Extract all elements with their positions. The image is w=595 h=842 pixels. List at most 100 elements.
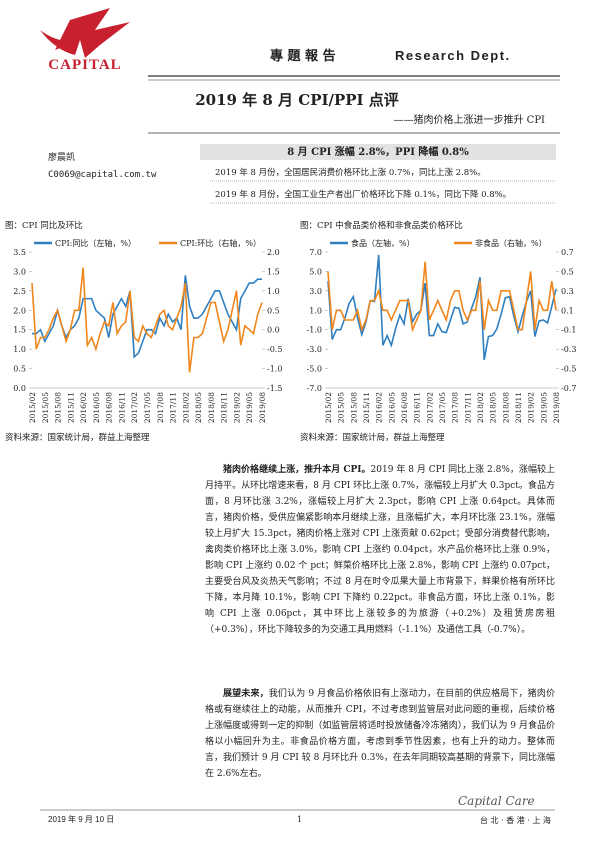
paragraph: 猪肉价格继续上涨，推升本月 CPI。2019 年 8 月 CPI 同比上涨 2.… (205, 462, 555, 638)
y-tick-label: 2.5 (13, 287, 26, 296)
x-tick-label: 2018/08 (501, 392, 510, 423)
x-tick-label: 2018/08 (207, 392, 216, 423)
y-tick-label: 3.5 (13, 248, 26, 257)
y-tick-label: -3.0 (307, 345, 322, 354)
x-tick-label: 2019/02 (527, 392, 536, 423)
x-tick-label: 2016/11 (413, 392, 422, 423)
legend-label: 食品（左轴，%） (351, 238, 415, 248)
y2-tick-label: 0.3 (561, 287, 574, 296)
author: 廖晨凯 (48, 151, 75, 163)
y2-tick-label: -0.5 (267, 345, 282, 354)
y2-tick-label: 2.0 (267, 248, 280, 257)
chart-title: 图：CPI 中食品类价格和非食品类价格环比 (300, 220, 463, 231)
x-tick-label: 2015/05 (41, 392, 50, 423)
x-tick-label: 2016/05 (387, 392, 396, 423)
logo-bird (55, 8, 130, 58)
subtitle: ——猪肉价格上涨进一步推升 CPI (393, 113, 545, 126)
offices: 台 北 · 香 港 · 上 海 (480, 815, 551, 825)
x-tick-label: 2019/02 (232, 392, 241, 423)
series-line (327, 254, 557, 360)
x-tick-label: 2016/08 (105, 392, 114, 423)
x-tick-label: 2015/05 (337, 392, 346, 423)
bullet: 2019 年 8 月份，全国居民消费价格环比上涨 0.7%，同比上涨 2.8%。 (215, 167, 486, 178)
x-tick-label: 2018/02 (181, 392, 190, 423)
y-tick-label: 3.0 (13, 267, 26, 276)
x-tick-label: 2019/08 (258, 392, 267, 423)
x-tick-label: 2015/02 (28, 392, 37, 423)
x-tick-label: 2017/11 (463, 392, 472, 423)
date: 2019 年 9 月 10 日 (48, 814, 114, 824)
y-tick-label: 1.0 (13, 345, 26, 354)
y2-tick-label: 0.7 (561, 248, 574, 257)
x-tick-label: 2015/11 (66, 392, 75, 423)
series-line (31, 267, 263, 373)
y2-tick-label: 0.5 (267, 306, 280, 315)
y2-tick-label: 0.5 (561, 267, 574, 276)
x-tick-label: 2016/08 (400, 392, 409, 423)
title: 2019 年 8 月 CPI/PPI 点评 (195, 91, 399, 109)
x-tick-label: 2018/11 (514, 392, 523, 423)
y-tick-label: 3.0 (309, 287, 322, 296)
headline-box (200, 144, 556, 160)
legend-label: 非食品（右轴，%） (475, 238, 547, 248)
x-tick-label: 2017/02 (425, 392, 434, 423)
dept-en: Research Dept. (395, 48, 511, 63)
y2-tick-label: -0.7 (561, 384, 576, 393)
x-tick-label: 2015/08 (54, 392, 63, 423)
logo-wing (40, 30, 80, 55)
x-tick-label: 2016/05 (92, 392, 101, 423)
text: 2019 年 8 月 CPI 同比上涨 2.8%，涨幅较上月持平。从环比增速来看… (205, 465, 555, 635)
y2-tick-label: 1.5 (267, 267, 280, 276)
y-tick-label: 0.5 (13, 365, 26, 374)
x-tick-label: 2018/05 (489, 392, 498, 423)
y-tick-label: 1.5 (13, 326, 26, 335)
x-tick-label: 2017/08 (451, 392, 460, 423)
x-tick-label: 2016/11 (117, 392, 126, 423)
y-tick-label: -7.0 (307, 384, 322, 393)
x-tick-label: 2016/02 (375, 392, 384, 423)
lead: 展望未来， (223, 689, 269, 699)
x-tick-label: 2017/02 (130, 392, 139, 423)
source: 资料来源：国家统计局，群益上海整理 (5, 432, 150, 443)
text: 我们认为 9 月食品价格依旧有上涨动力，在目前的供应格局下，猪肉价格或有继续往上… (205, 689, 555, 779)
y-tick-label: 5.0 (309, 267, 322, 276)
x-tick-label: 2015/11 (362, 392, 371, 423)
logo-text: CAPITAL (48, 57, 121, 73)
x-tick-label: 2017/11 (169, 392, 178, 423)
y-tick-label: 1.0 (309, 306, 322, 315)
x-tick-label: 2019/05 (245, 392, 254, 423)
x-tick-label: 2018/02 (476, 392, 485, 423)
x-tick-label: 2015/08 (349, 392, 358, 423)
x-tick-label: 2017/08 (156, 392, 165, 423)
y-tick-label: -5.0 (307, 365, 322, 374)
x-tick-label: 2017/05 (143, 392, 152, 423)
y2-tick-label: 1.0 (267, 287, 280, 296)
x-tick-label: 2019/08 (552, 392, 561, 423)
source: 资料来源：国家统计局，群益上海整理 (300, 432, 445, 443)
y-tick-label: 2.0 (13, 306, 26, 315)
x-tick-label: 2016/02 (79, 392, 88, 423)
y2-tick-label: 0.1 (561, 306, 574, 315)
y2-tick-label: -0.5 (561, 365, 576, 374)
x-tick-label: 2019/05 (539, 392, 548, 423)
x-tick-label: 2018/11 (220, 392, 229, 423)
dept: 專 題 報 告 (270, 48, 336, 64)
series-line (327, 261, 557, 333)
paragraph: 展望未来，我们认为 9 月食品价格依旧有上涨动力，在目前的供应格局下，猪肉价格或… (205, 686, 555, 782)
y2-tick-label: 0.0 (267, 326, 280, 335)
y-tick-label: 7.0 (309, 248, 322, 257)
chart-title: 图：CPI 同比及环比 (5, 220, 83, 231)
x-tick-label: 2017/05 (438, 392, 447, 423)
lead: 猪肉价格继续上涨，推升本月 CPI。 (223, 465, 371, 475)
legend-label: CPI:同比（左轴，%） (55, 238, 136, 248)
y-tick-label: 0.0 (13, 384, 26, 393)
page-number: 1 (297, 815, 302, 824)
bullet: 2019 年 8 月份，全国工业生产者出厂价格环比下降 0.1%，同比下降 0.… (215, 189, 511, 200)
legend-label: CPI:环比（右轴，%） (180, 238, 261, 248)
footer-brand: Capital Care (458, 794, 535, 808)
headline: 8 月 CPI 涨幅 2.8%，PPI 降幅 0.8% (287, 145, 469, 158)
x-tick-label: 2015/02 (324, 392, 333, 423)
y2-tick-label: -1.5 (267, 384, 282, 393)
